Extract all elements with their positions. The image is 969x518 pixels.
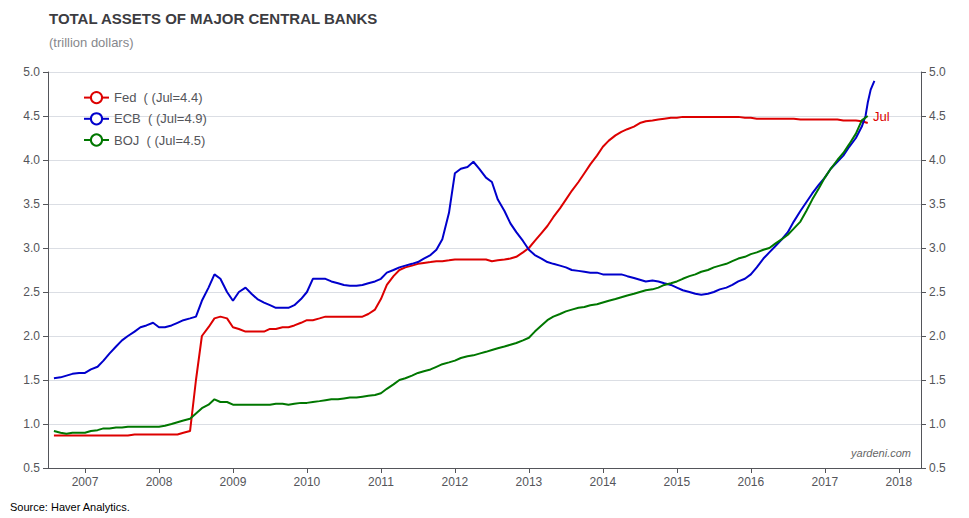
- svg-text:3.5: 3.5: [929, 197, 946, 211]
- svg-text:BOJ ( (Jul=4.5): BOJ ( (Jul=4.5): [114, 133, 205, 148]
- svg-text:5.0: 5.0: [929, 65, 946, 79]
- svg-text:TOTAL ASSETS OF MAJOR CENTRAL: TOTAL ASSETS OF MAJOR CENTRAL BANKS: [49, 10, 377, 27]
- svg-text:4.5: 4.5: [929, 109, 946, 123]
- svg-text:2016: 2016: [737, 475, 764, 489]
- svg-text:4.0: 4.0: [23, 153, 40, 167]
- svg-text:2009: 2009: [220, 475, 247, 489]
- svg-text:2.5: 2.5: [23, 285, 40, 299]
- svg-text:4.5: 4.5: [23, 109, 40, 123]
- svg-text:2014: 2014: [590, 475, 617, 489]
- svg-text:4.0: 4.0: [929, 153, 946, 167]
- svg-text:2015: 2015: [664, 475, 691, 489]
- svg-text:0.5: 0.5: [929, 461, 946, 475]
- svg-text:5.0: 5.0: [23, 65, 40, 79]
- svg-text:3.5: 3.5: [23, 197, 40, 211]
- svg-text:2007: 2007: [72, 475, 99, 489]
- svg-text:2012: 2012: [442, 475, 469, 489]
- svg-text:2.0: 2.0: [23, 329, 40, 343]
- svg-text:Fed ( (Jul=4.4): Fed ( (Jul=4.4): [114, 90, 203, 105]
- svg-text:ECB ( (Jul=4.9): ECB ( (Jul=4.9): [114, 111, 207, 126]
- svg-text:0.5: 0.5: [23, 461, 40, 475]
- svg-text:2011: 2011: [368, 475, 394, 489]
- svg-text:2010: 2010: [294, 475, 321, 489]
- svg-text:2017: 2017: [811, 475, 838, 489]
- svg-text:Jul: Jul: [873, 109, 890, 124]
- svg-text:3.0: 3.0: [929, 241, 946, 255]
- svg-text:2.0: 2.0: [929, 329, 946, 343]
- svg-text:1.5: 1.5: [929, 373, 946, 387]
- svg-text:Source: Haver Analytics.: Source: Haver Analytics.: [10, 501, 130, 513]
- svg-text:2008: 2008: [146, 475, 173, 489]
- svg-text:2013: 2013: [516, 475, 543, 489]
- svg-text:1.0: 1.0: [23, 417, 40, 431]
- svg-text:1.0: 1.0: [929, 417, 946, 431]
- svg-text:2.5: 2.5: [929, 285, 946, 299]
- svg-text:1.5: 1.5: [23, 373, 40, 387]
- svg-text:2018: 2018: [885, 475, 912, 489]
- svg-text:yardeni.com: yardeni.com: [850, 447, 911, 459]
- svg-text:(trillion dollars): (trillion dollars): [49, 35, 134, 50]
- svg-text:3.0: 3.0: [23, 241, 40, 255]
